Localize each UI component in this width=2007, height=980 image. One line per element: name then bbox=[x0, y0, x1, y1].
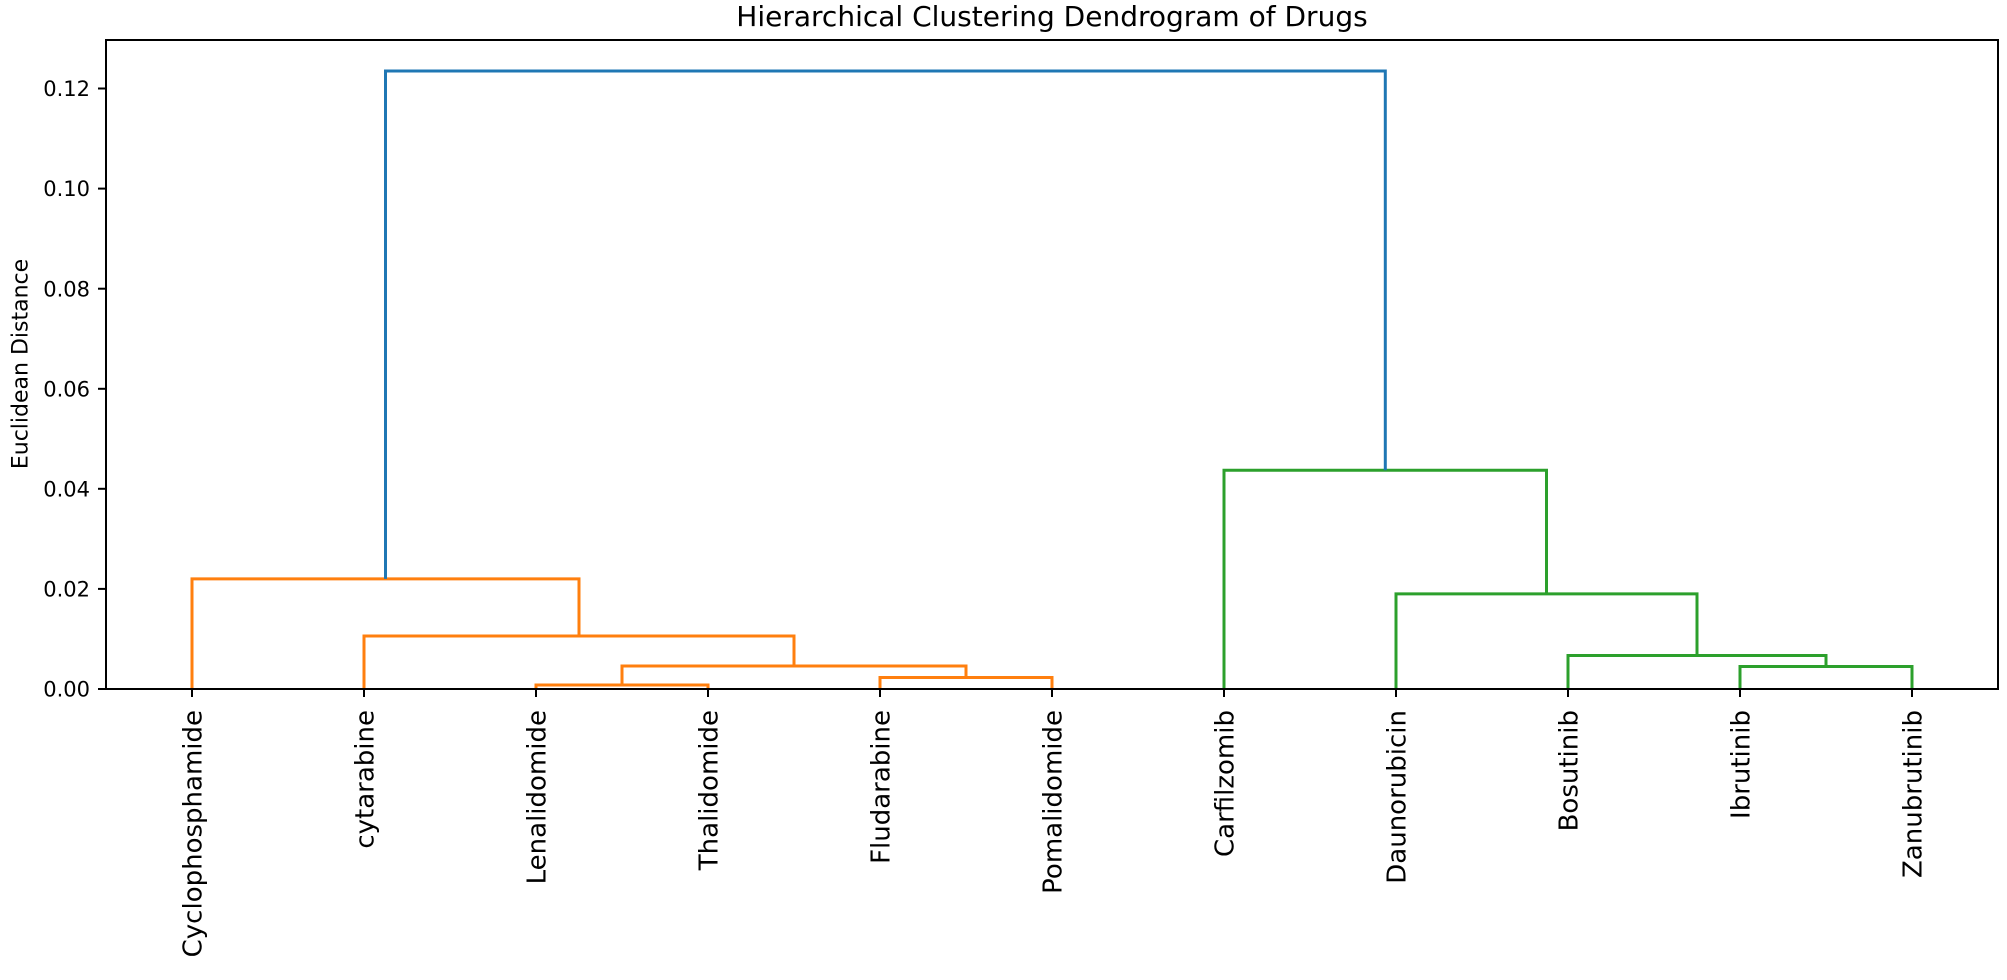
dendrogram-link bbox=[362, 634, 796, 689]
dendrogram-link bbox=[620, 664, 968, 685]
dendrogram-link bbox=[878, 676, 1054, 689]
x-axis-leaf-label: Bosutinib bbox=[1554, 710, 1584, 831]
dendrogram-link bbox=[1222, 468, 1548, 689]
x-axis-leaf-label: Daunorubicin bbox=[1382, 710, 1412, 884]
y-tick-label: 0.06 bbox=[43, 377, 90, 401]
x-axis-leaf-label: cytarabine bbox=[350, 710, 380, 849]
x-axis-leaf-label: Cyclophosphamide bbox=[178, 710, 208, 957]
x-axis-leaf-label: Fludarabine bbox=[866, 710, 896, 864]
y-tick-label: 0.10 bbox=[43, 177, 90, 201]
dendrogram-link bbox=[384, 69, 1387, 579]
x-axis-leaf-label: Carfilzomib bbox=[1210, 710, 1240, 857]
x-axis-leaf-label: Lenalidomide bbox=[522, 710, 552, 884]
x-axis-leaf-label: Pomalidomide bbox=[1038, 710, 1068, 894]
x-axis-leaf-label: Ibrutinib bbox=[1726, 710, 1756, 819]
y-tick-label: 0.04 bbox=[43, 477, 90, 501]
y-tick-label: 0.00 bbox=[43, 678, 90, 702]
x-axis-leaf-label: Thalidomide bbox=[694, 710, 724, 871]
dendrogram-link bbox=[1738, 665, 1914, 689]
dendrogram-link bbox=[1394, 592, 1699, 689]
dendrogram-link bbox=[190, 577, 581, 689]
chart-title: Hierarchical Clustering Dendrogram of Dr… bbox=[736, 0, 1368, 33]
x-axis-leaf-label: Zanubrutinib bbox=[1898, 710, 1928, 878]
y-tick-label: 0.02 bbox=[43, 578, 90, 602]
y-tick-label: 0.08 bbox=[43, 277, 90, 301]
y-tick-label: 0.12 bbox=[43, 77, 90, 101]
dendrogram-link bbox=[1566, 654, 1828, 689]
plot-border bbox=[105, 39, 1999, 690]
